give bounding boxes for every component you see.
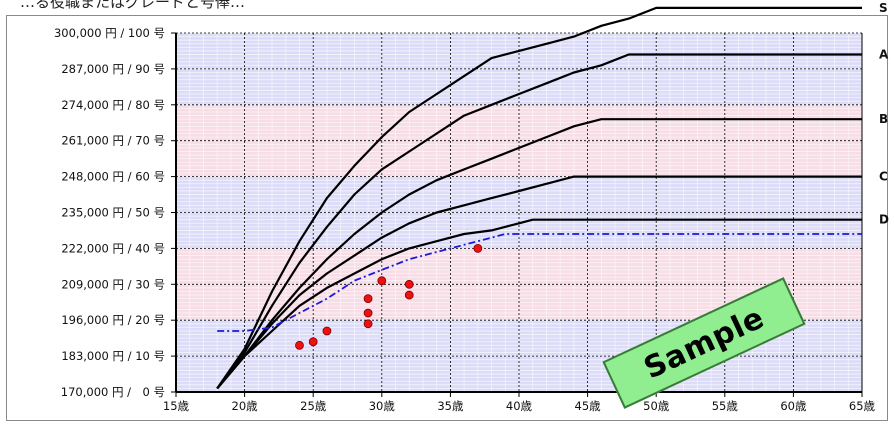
- y-tick-label: 248,000 円 / 60 号: [61, 170, 165, 184]
- grade-label-a: A: [879, 48, 889, 62]
- y-tick-label: 274,000 円 / 80 号: [61, 98, 165, 112]
- data-point: [377, 276, 387, 286]
- y-tick-label: 209,000 円 / 30 号: [61, 277, 165, 291]
- series-layer: [216, 6, 862, 390]
- series-line-average: [217, 233, 862, 332]
- axis-layer: 170,000 円 / 0 号 183,000 円 / 10 号 196,000 円…: [54, 26, 876, 413]
- x-tick-label: 15歳: [163, 399, 190, 413]
- y-tick-label: 222,000 円 / 40 号: [61, 241, 165, 255]
- data-point: [363, 308, 373, 318]
- y-tick-label: 196,000 円 / 20 号: [61, 313, 165, 327]
- x-tick-label: 35歳: [437, 399, 464, 413]
- y-tick-label: 300,000 円 / 100 号: [54, 26, 165, 40]
- data-point: [308, 337, 318, 347]
- data-point: [404, 290, 414, 300]
- series-line-c: [216, 175, 862, 390]
- y-tick-label: 261,000 円 / 70 号: [61, 134, 165, 148]
- labels-layer: S A B C D: [879, 1, 889, 227]
- data-point: [363, 319, 373, 329]
- grade-label-d: D: [879, 213, 889, 227]
- y-tick-label: 183,000 円 / 10 号: [61, 349, 165, 363]
- y-tick-label: 170,000 円 / 0 号: [61, 385, 165, 399]
- grade-label-s: S: [879, 1, 888, 15]
- x-tick-label: 50歳: [643, 399, 670, 413]
- y-tick-label: 235,000 円 / 50 号: [61, 206, 165, 220]
- x-tick-label: 55歳: [712, 399, 739, 413]
- x-tick-label: 40歳: [506, 399, 533, 413]
- x-tick-label: 65歳: [849, 399, 876, 413]
- x-tick-label: 45歳: [575, 399, 602, 413]
- data-point: [363, 294, 373, 304]
- points-layer: [295, 243, 483, 350]
- x-tick-label: 60歳: [780, 399, 807, 413]
- data-point: [295, 340, 304, 350]
- x-tick-label: 30歳: [369, 399, 396, 413]
- page-heading: …る役職またはグレードと号俸…: [20, 0, 246, 11]
- grade-label-b: B: [879, 112, 888, 126]
- x-tick-label: 25歳: [300, 399, 327, 413]
- series-line-s: [216, 6, 862, 390]
- x-tick-label: 20歳: [232, 399, 259, 413]
- data-point: [473, 243, 483, 253]
- series-line-a: [216, 53, 862, 390]
- series-line-d: [216, 218, 862, 390]
- data-point: [322, 326, 332, 336]
- series-line-b: [216, 118, 862, 390]
- y-tick-label: 287,000 円 / 90 号: [61, 62, 165, 76]
- data-point: [404, 279, 414, 289]
- grade-label-c: C: [879, 170, 888, 184]
